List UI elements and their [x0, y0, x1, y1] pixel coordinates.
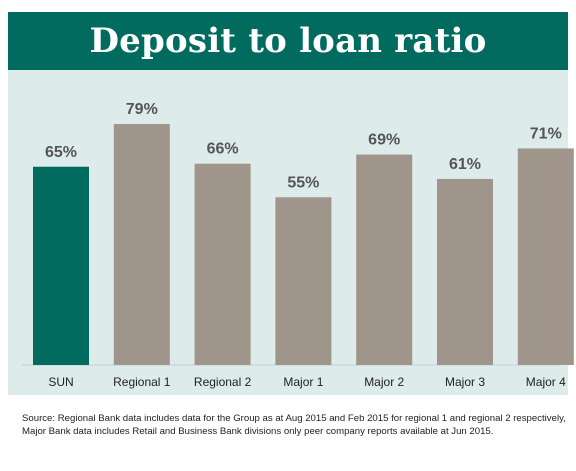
x-tick-label: Major 2 [364, 375, 404, 389]
x-tick-label: Regional 2 [194, 375, 252, 389]
x-tick-label: SUN [48, 375, 73, 389]
data-label: 79% [126, 101, 158, 118]
bar-major-2 [356, 154, 413, 365]
source-footnote: Source: Regional Bank data includes data… [22, 413, 566, 437]
data-label: 71% [530, 125, 562, 142]
x-tick-label: Major 4 [526, 375, 566, 389]
bar-major-4 [517, 148, 574, 365]
bar-sun [33, 166, 89, 365]
data-label: 55% [287, 174, 319, 191]
chart-header: Deposit to loan ratio [8, 12, 568, 70]
bar-regional-1 [113, 124, 170, 365]
data-label: 66% [207, 141, 239, 158]
bar-major-1 [275, 197, 332, 365]
x-tick-label: Major 1 [283, 375, 323, 389]
bar-chart: 65% SUN 79% Regional 1 66% Regional 2 55% Major… [22, 101, 574, 389]
bar-major-3 [437, 178, 493, 365]
data-label: 61% [449, 156, 481, 173]
chart-title: Deposit to loan ratio [89, 21, 487, 61]
bar-regional-2 [194, 163, 251, 365]
data-label: 65% [45, 144, 77, 161]
x-tick-label: Regional 1 [113, 375, 171, 389]
x-tick-label: Major 3 [445, 375, 485, 389]
data-label: 69% [368, 132, 400, 149]
